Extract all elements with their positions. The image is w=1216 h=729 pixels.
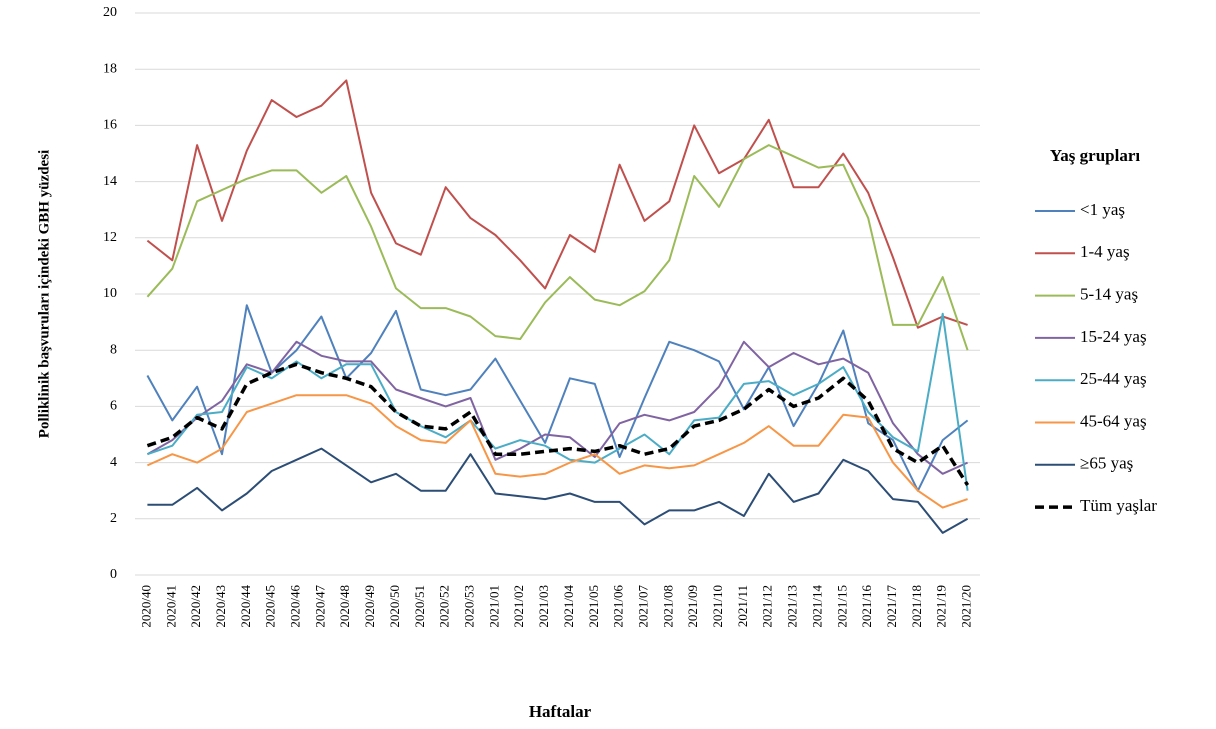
x-tick-label: 2021/04 [561, 585, 576, 628]
x-tick-label: 2021/16 [859, 585, 874, 628]
x-tick-label: 2021/11 [735, 585, 750, 627]
series-line [146, 362, 970, 487]
x-tick-label: 2020/47 [312, 585, 327, 628]
x-tick-label: 2020/50 [387, 585, 402, 628]
series-line [146, 394, 968, 509]
x-axis-label: Haftalar [529, 702, 592, 721]
x-tick-label: 2020/40 [138, 585, 153, 628]
x-tick-label: 2021/17 [884, 585, 899, 628]
x-tick-label: 2020/48 [337, 585, 352, 628]
x-tick-label: 2020/45 [263, 585, 278, 628]
x-tick-label: 2020/53 [461, 585, 476, 628]
legend-label: Tüm yaşlar [1080, 496, 1157, 515]
y-tick-label: 16 [103, 118, 117, 133]
x-tick-label: 2020/42 [188, 585, 203, 628]
y-tick-label: 0 [110, 567, 117, 582]
x-tick-label: 2021/05 [586, 585, 601, 628]
x-tick-label: 2021/19 [934, 585, 949, 628]
x-tick-label: 2020/44 [238, 585, 253, 628]
x-tick-label: 2020/52 [437, 585, 452, 628]
series-line [146, 79, 968, 329]
legend-label: 15-24 yaş [1080, 327, 1147, 346]
x-tick-label: 2021/18 [909, 585, 924, 628]
x-tick-label: 2021/01 [486, 585, 501, 628]
x-tick-label: 2020/43 [213, 585, 228, 628]
y-axis-label: Polliklinik başvuruları içindeki GBH yüz… [36, 150, 52, 438]
x-tick-label: 2021/12 [760, 585, 775, 628]
y-tick-label: 8 [110, 342, 117, 357]
x-tick-label: 2021/20 [959, 585, 974, 628]
x-tick-label: 2021/10 [710, 585, 725, 628]
x-tick-label: 2021/02 [511, 585, 526, 628]
legend-title: Yaş grupları [1050, 146, 1140, 165]
y-tick-label: 6 [110, 399, 117, 414]
x-tick-label: 2020/51 [412, 585, 427, 628]
x-tick-label: 2021/06 [611, 585, 626, 628]
y-tick-label: 4 [110, 455, 117, 470]
legend-label: 5-14 yaş [1080, 285, 1138, 304]
y-tick-label: 2 [110, 511, 117, 526]
x-tick-label: 2020/46 [288, 585, 303, 628]
legend-label: <1 yaş [1080, 200, 1125, 219]
x-tick-label: 2021/15 [834, 585, 849, 628]
x-tick-label: 2020/49 [362, 585, 377, 628]
series-line [146, 304, 969, 492]
x-tick-label: 2021/03 [536, 585, 551, 628]
legend-label: 45-64 yaş [1080, 411, 1147, 430]
x-tick-label: 2021/14 [809, 585, 824, 628]
legend-label: 25-44 yaş [1080, 369, 1147, 388]
series-line [147, 312, 969, 491]
y-tick-label: 12 [103, 230, 117, 245]
x-tick-label: 2021/13 [785, 585, 800, 628]
legend-label: 1-4 yaş [1080, 242, 1130, 261]
y-tick-label: 20 [103, 5, 117, 20]
legend-label: ≥65 yaş [1080, 454, 1133, 473]
y-tick-label: 10 [103, 286, 117, 301]
x-tick-label: 2021/08 [660, 585, 675, 628]
y-tick-label: 14 [103, 174, 117, 189]
series-line [147, 447, 969, 534]
x-tick-label: 2021/07 [635, 585, 650, 628]
x-tick-label: 2021/09 [685, 585, 700, 628]
series-line [146, 144, 969, 351]
y-tick-label: 18 [103, 61, 117, 76]
x-tick-label: 2020/41 [163, 585, 178, 628]
series-line [146, 340, 969, 475]
